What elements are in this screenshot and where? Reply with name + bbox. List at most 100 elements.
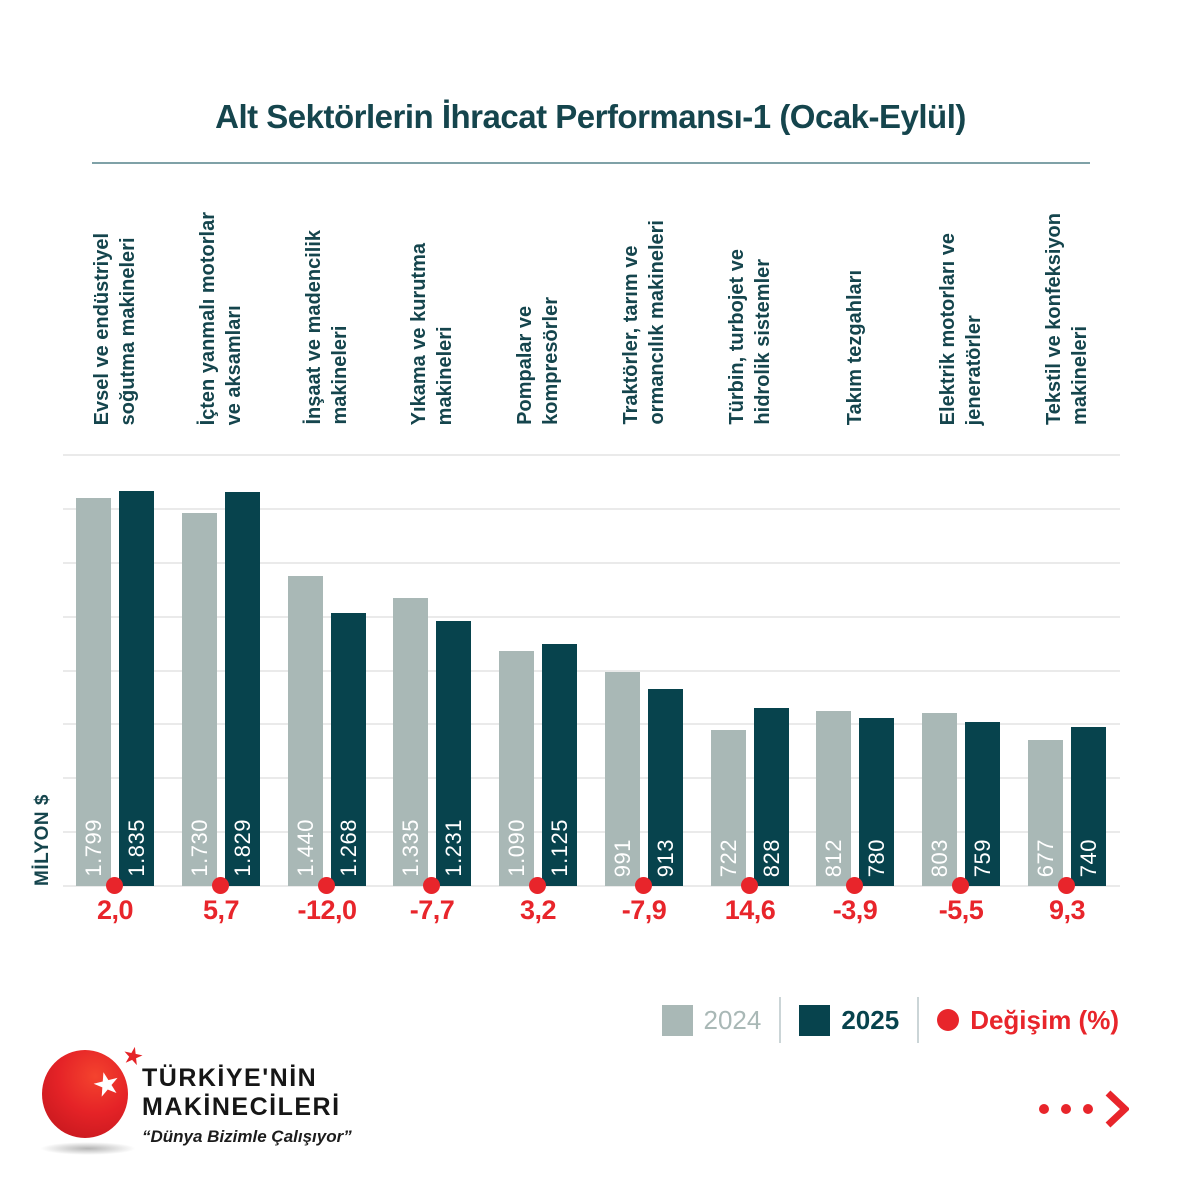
bar-2024: 1.799 [76, 498, 111, 886]
legend-divider [917, 997, 920, 1043]
legend-label-change: Değişim (%) [970, 1004, 1119, 1035]
change-value: 14,6 [724, 895, 776, 925]
bar-2024-value-label: 722 [715, 838, 741, 877]
category-label-text: Tekstil ve konfeksiyon makineleri [1043, 213, 1091, 425]
ellipsis-dots-icon [1039, 1104, 1093, 1114]
bar-2025: 1.829 [225, 492, 260, 886]
gridline [63, 454, 1120, 456]
logo-text: TÜRKİYE'NİN MAKİNECİLERİ “Dünya Bizimle … [142, 1064, 352, 1147]
legend-item-change: Değişim (%) [937, 1005, 1119, 1036]
legend-item-2025: 2025 [799, 1004, 900, 1036]
change-value: -5,5 [938, 895, 984, 925]
change-dot-icon [318, 877, 335, 894]
legend: 2024 2025 Değişim (%) [661, 997, 1119, 1043]
bar-group: Tekstil ve konfeksiyon makineleri 677 74… [1028, 195, 1106, 935]
change-dot-icon [952, 877, 969, 894]
category-label-text: Türbin, turbojet ve hidrolik sistemler [726, 249, 774, 425]
gridline [63, 615, 1120, 618]
more-indicator [1039, 1090, 1129, 1128]
category-label: Traktörler, tarım ve ormancılık makinele… [589, 195, 699, 425]
bar-2024-value-label: 1.440 [292, 819, 318, 877]
change-dot-icon [212, 877, 229, 894]
bar-group: Takım tezgahları 812 780 -3,9 [816, 195, 894, 935]
bar-2025-value-label: 1.231 [440, 819, 466, 877]
bar-group: Yıkama ve kurutma makineleri 1.335 1.231… [393, 195, 471, 935]
legend-swatch-2024 [661, 1004, 693, 1036]
category-label: Evsel ve endüstriyel soğutma makineleri [60, 195, 170, 425]
category-label: Türbin, turbojet ve hidrolik sistemler [695, 195, 805, 425]
bar-group: Elektrik motorları ve jeneratörler 803 7… [922, 195, 1000, 935]
category-label: Pompalar ve kompresörler [483, 195, 593, 425]
bar-2025: 1.231 [436, 621, 471, 886]
legend-item-2024: 2024 [661, 1004, 761, 1036]
category-label: Yıkama ve kurutma makineleri [377, 195, 487, 425]
bar-2024: 803 [922, 713, 957, 886]
bar-group: Pompalar ve kompresörler 1.090 1.125 3,2 [499, 195, 577, 935]
chart-title: Alt Sektörlerin İhracat Performansı-1 (O… [215, 98, 966, 135]
bar-2025-value-label: 828 [758, 838, 784, 877]
change-value: 2,0 [96, 895, 134, 925]
legend-label-2025: 2025 [841, 1004, 900, 1035]
bar-2025-value-label: 1.835 [123, 819, 149, 877]
bar-2024-value-label: 1.090 [503, 819, 529, 877]
change-dot-icon [423, 877, 440, 894]
bar-2024-value-label: 803 [926, 838, 952, 877]
logo-title-line1: TÜRKİYE'NİN [142, 1064, 318, 1092]
gridline [63, 885, 1120, 887]
category-label: Elektrik motorları ve jeneratörler [906, 195, 1016, 425]
category-label-text: İçten yanmalı motorlar ve aksamları [197, 211, 245, 425]
change-dot-icon [635, 877, 652, 894]
bar-2024-value-label: 1.799 [80, 819, 106, 877]
bar-2024: 1.730 [182, 513, 217, 886]
logo-ball-icon [42, 1050, 128, 1138]
bar-2024: 1.090 [499, 651, 534, 886]
bar-group: Türbin, turbojet ve hidrolik sistemler 7… [711, 195, 789, 935]
chevron-right-icon [1105, 1090, 1129, 1128]
legend-change-dot-icon [937, 1009, 960, 1031]
bar-2024-value-label: 991 [609, 838, 635, 877]
bar-2024-value-label: 812 [820, 838, 846, 877]
change-value: -12,0 [297, 895, 357, 925]
bar-2024-value-label: 1.730 [186, 819, 212, 877]
gridlines [63, 454, 1120, 887]
bar-2025: 1.835 [119, 491, 154, 886]
bar-group: Traktörler, tarım ve ormancılık makinele… [605, 195, 683, 935]
bar-2025-value-label: 1.125 [546, 819, 572, 877]
legend-swatch-2025 [799, 1004, 831, 1036]
change-value: -7,9 [621, 895, 667, 925]
change-value: -3,9 [832, 895, 878, 925]
bar-2025: 740 [1071, 727, 1106, 886]
category-label: İçten yanmalı motorlar ve aksamları [166, 195, 276, 425]
gridline [63, 723, 1120, 726]
legend-divider [779, 997, 782, 1043]
category-label-text: Elektrik motorları ve jeneratörler [937, 232, 985, 425]
bar-group: İnşaat ve madencilik makineleri 1.440 1.… [288, 195, 366, 935]
category-label: Takım tezgahları [800, 195, 910, 425]
category-label-text: Takım tezgahları [844, 269, 866, 425]
bar-group: İçten yanmalı motorlar ve aksamları 1.73… [182, 195, 260, 935]
gridline [63, 777, 1120, 780]
bar-2024: 677 [1028, 740, 1063, 886]
gridline [63, 561, 1120, 564]
change-dot-icon [529, 877, 546, 894]
change-value: -7,7 [409, 895, 455, 925]
category-label-text: Yıkama ve kurutma makineleri [408, 242, 456, 425]
change-dot-icon [106, 877, 123, 894]
bar-2024-value-label: 1.335 [397, 819, 423, 877]
bar-2025-value-label: 740 [1075, 838, 1101, 877]
logo-tagline: “Dünya Bizimle Çalışıyor” [142, 1126, 352, 1146]
change-dot-icon [846, 877, 863, 894]
change-value: 5,7 [202, 895, 240, 925]
change-dot-icon [741, 877, 758, 894]
bar-2025: 1.125 [542, 644, 577, 886]
title-divider [92, 162, 1090, 164]
plot-area: Evsel ve endüstriyel soğutma makineleri … [76, 195, 1106, 935]
logo-shadow [40, 1142, 136, 1155]
gridline [63, 507, 1120, 510]
category-label-text: Traktörler, tarım ve ormancılık makinele… [620, 220, 668, 425]
y-axis-label: MİLYON $ [32, 794, 54, 886]
change-value: 9,3 [1048, 895, 1086, 925]
category-label: Tekstil ve konfeksiyon makineleri [1012, 195, 1122, 425]
bar-2025: 828 [754, 708, 789, 886]
bar-2025-value-label: 780 [863, 838, 889, 877]
